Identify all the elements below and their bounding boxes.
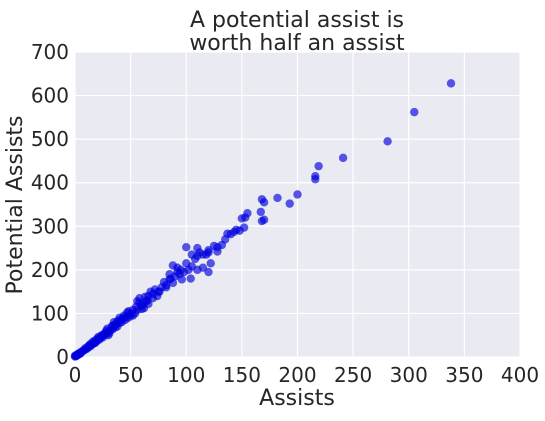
scatter-point [99, 330, 109, 339]
scatter-point [166, 274, 175, 283]
chart-title-line-1: A potential assist is [190, 8, 404, 33]
y-axis-label: Potential Assists [3, 115, 28, 294]
y-tick-label: 200 [31, 258, 69, 282]
scatter-point [213, 247, 222, 256]
chart-title-line-2: worth half an assist [189, 31, 405, 56]
scatter-point [446, 79, 456, 88]
x-tick-label: 350 [445, 363, 483, 387]
x-tick-label: 0 [69, 363, 82, 387]
scatter-point [173, 263, 182, 272]
scatter-point [383, 137, 392, 146]
scatter-point [223, 229, 232, 238]
scatter-point [142, 297, 151, 306]
x-axis-label: Assists [259, 386, 335, 411]
scatter-point [256, 207, 265, 217]
y-tick-label: 400 [31, 171, 69, 195]
y-tick-label: 100 [31, 301, 69, 325]
x-tick-label: 400 [501, 363, 539, 387]
scatter-point [135, 293, 144, 303]
scatter-point [273, 193, 282, 203]
scatter-point [285, 199, 294, 208]
scatter-point [338, 153, 348, 163]
scatter-point [311, 175, 320, 184]
x-tick-label: 300 [390, 363, 428, 387]
scatter-point [190, 254, 200, 264]
scatter-point [119, 313, 129, 322]
scatter-point [237, 214, 247, 223]
y-tick-label: 500 [31, 127, 69, 151]
x-tick-label: 150 [223, 363, 261, 387]
scatter-point [259, 198, 269, 207]
scatter-point [410, 107, 419, 117]
y-tick-label: 600 [31, 84, 69, 108]
x-tick-label: 50 [118, 363, 143, 387]
tick-labels: 0 50 100 150 200 250 300 350 400 0 100 200 300 400 500… [31, 40, 539, 387]
scatter-point [162, 283, 171, 292]
x-tick-label: 200 [278, 363, 316, 387]
scatter-point [182, 243, 191, 252]
data-points [70, 79, 456, 361]
y-tick-label: 0 [56, 345, 69, 369]
scatter-point [257, 216, 267, 226]
scatter-point [198, 263, 208, 272]
scatter-point [70, 351, 80, 360]
scatter-point [128, 311, 138, 320]
scatter-point [314, 161, 323, 171]
y-tick-label: 300 [31, 214, 69, 238]
scatter-point [186, 274, 195, 283]
scatter-point [155, 287, 164, 296]
grid-lines [74, 51, 521, 358]
scatter-point [177, 275, 186, 284]
scatter-point [206, 259, 215, 268]
x-tick-label: 250 [334, 363, 372, 387]
scatter-point [293, 190, 302, 199]
x-tick-label: 100 [167, 363, 205, 387]
scatter-point [204, 246, 213, 255]
y-tick-label: 700 [31, 40, 69, 64]
